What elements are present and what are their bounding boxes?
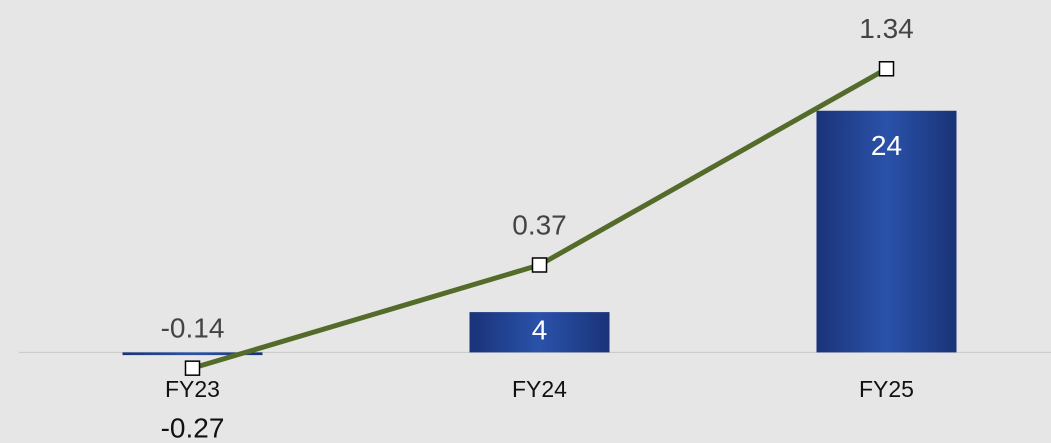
line-value-label: 0.37 (512, 209, 567, 240)
line-marker (878, 61, 895, 77)
bar-value-label: 4 (532, 315, 548, 346)
x-tick-label: FY24 (512, 376, 567, 402)
line-value-label: 1.34 (859, 13, 914, 44)
bar (122, 352, 263, 356)
line-marker (184, 360, 201, 376)
x-tick-label: FY23 (165, 376, 220, 402)
x-tick-label: FY25 (859, 376, 914, 402)
bar-value-label: -0.27 (161, 412, 225, 443)
line-marker (531, 257, 548, 273)
bar (469, 312, 610, 353)
bar (816, 110, 957, 353)
bar-value-label: 24 (871, 130, 902, 161)
line-value-label: -0.14 (161, 313, 225, 344)
